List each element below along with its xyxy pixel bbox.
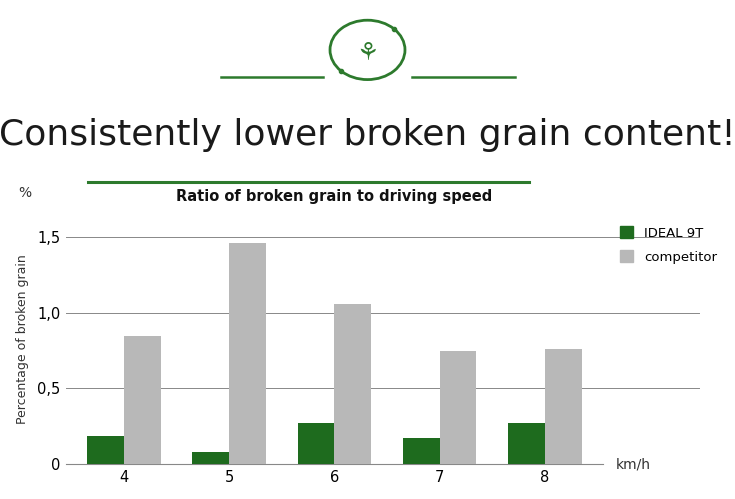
Bar — [545, 349, 581, 464]
Bar — [440, 351, 476, 464]
Bar — [334, 304, 371, 464]
Bar — [508, 423, 545, 464]
Bar — [298, 423, 334, 464]
Text: %: % — [18, 186, 31, 200]
Text: km/h: km/h — [616, 457, 651, 471]
Bar — [403, 438, 440, 464]
Legend: IDEAL 9T, competitor: IDEAL 9T, competitor — [620, 226, 717, 263]
Text: Consistently lower broken grain content!: Consistently lower broken grain content! — [0, 118, 735, 152]
Y-axis label: Percentage of broken grain: Percentage of broken grain — [16, 254, 29, 424]
Text: ⚘: ⚘ — [356, 41, 379, 65]
Bar — [229, 244, 266, 464]
Bar — [87, 436, 124, 464]
Bar — [124, 335, 161, 464]
Bar — [193, 452, 229, 464]
Title: Ratio of broken grain to driving speed: Ratio of broken grain to driving speed — [176, 189, 492, 204]
